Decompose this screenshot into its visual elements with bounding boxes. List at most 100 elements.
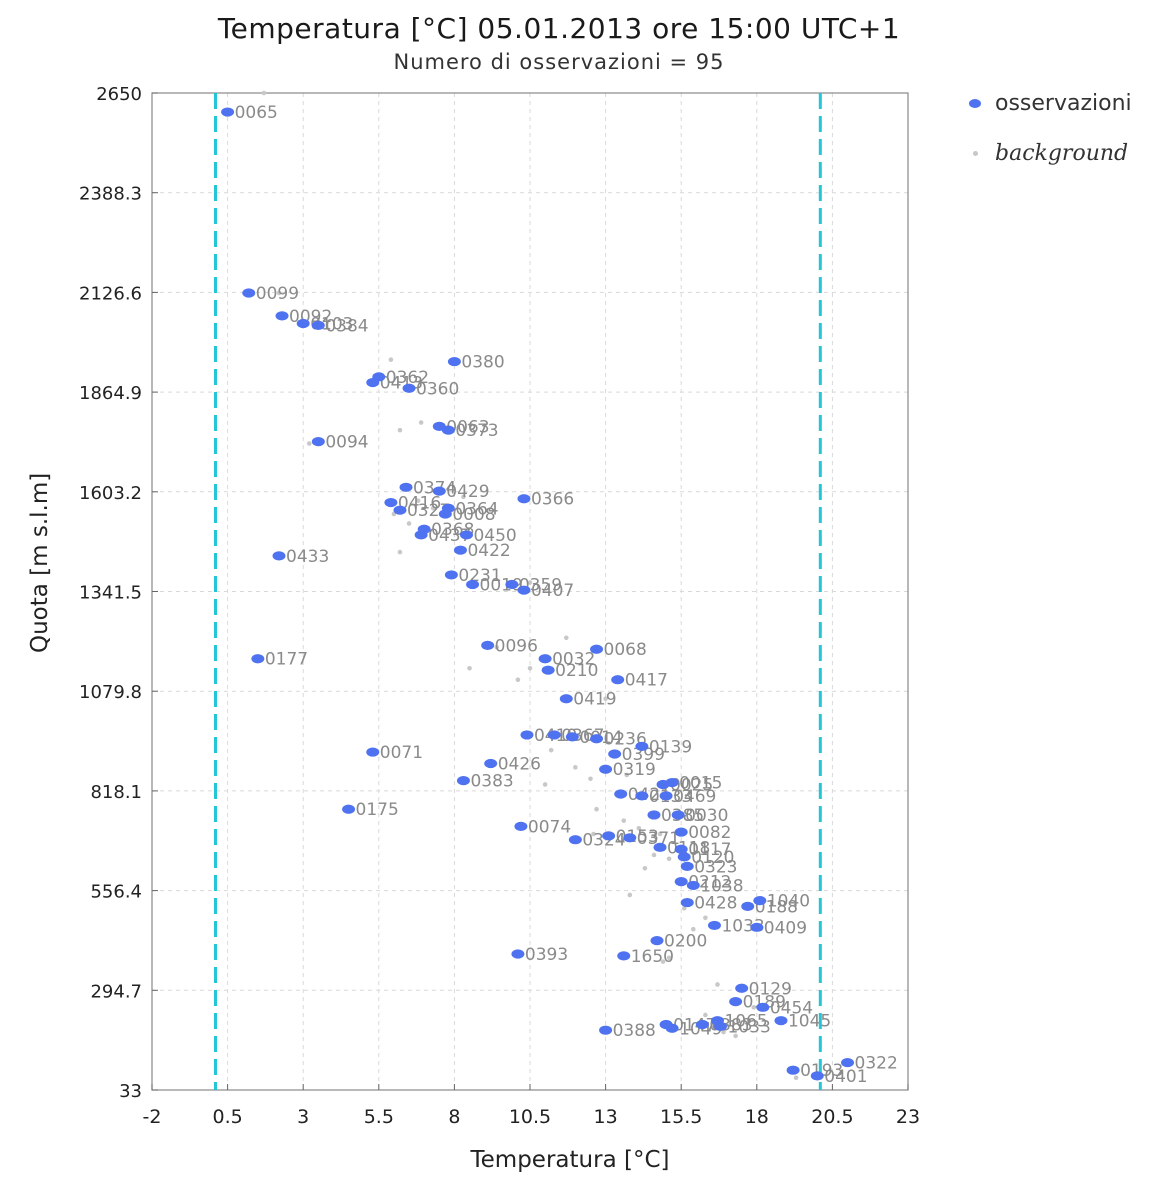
observation-point <box>686 880 700 891</box>
observation-point <box>741 901 755 911</box>
background-point <box>666 856 672 862</box>
point-label: 0200 <box>664 932 707 952</box>
point-label: 0416 <box>398 494 441 514</box>
background-point <box>548 747 554 753</box>
point-label: 1049 <box>679 1019 722 1039</box>
point-label: 0074 <box>528 817 571 837</box>
x-tick-label: 18 <box>745 1106 769 1128</box>
point-label: 0399 <box>622 745 665 765</box>
observation-point <box>665 1023 679 1033</box>
observation-point <box>714 1021 728 1031</box>
observation-point <box>695 1019 709 1030</box>
point-label: 0409 <box>764 918 807 938</box>
observation-point <box>366 377 380 388</box>
observation-point <box>272 551 286 561</box>
point-label: 0068 <box>604 640 647 660</box>
background-point <box>690 926 696 932</box>
point-label: 0319 <box>613 760 656 780</box>
point-label: 1065 <box>724 1012 767 1032</box>
legend-background-label: background <box>995 140 1129 166</box>
observation-point <box>505 579 519 590</box>
background-point <box>733 1033 738 1039</box>
observation-point <box>242 288 256 298</box>
observation-point <box>565 732 579 742</box>
x-tick-label: 0.5 <box>212 1106 242 1128</box>
background-point <box>430 505 436 511</box>
observation-point <box>599 764 613 774</box>
x-tick-label: 15.5 <box>660 1106 702 1128</box>
observation-point <box>538 654 552 664</box>
point-label: 0032 <box>552 650 595 670</box>
point-label: 0094 <box>325 433 368 453</box>
point-label: 0469 <box>673 787 716 807</box>
observation-point <box>547 730 561 740</box>
point-label: 0082 <box>688 823 731 843</box>
point-label: 0177 <box>265 650 308 670</box>
background-point <box>527 580 533 585</box>
y-tick-label: 1079.8 <box>79 682 142 703</box>
background-point <box>660 959 666 964</box>
background-point <box>793 1075 799 1081</box>
point-label: 0120 <box>691 848 734 868</box>
observation-point <box>520 730 534 740</box>
background-point <box>406 521 412 526</box>
observation-point <box>786 1065 800 1075</box>
background-point <box>594 806 599 812</box>
background-point <box>261 90 267 96</box>
x-tick-label: 20.5 <box>811 1106 853 1128</box>
observation-point <box>617 951 631 961</box>
point-label: 0426 <box>498 755 541 775</box>
observation-point <box>735 983 749 993</box>
background-point <box>515 677 521 682</box>
observation-point <box>590 734 604 744</box>
background-point <box>666 955 672 961</box>
background-point <box>715 982 720 987</box>
point-label: 0065 <box>235 103 278 123</box>
point-label: 0380 <box>461 353 504 373</box>
observation-point <box>753 896 767 906</box>
y-tick-label: 2388.3 <box>79 184 142 205</box>
observation-point <box>541 665 555 675</box>
observation-point <box>221 107 235 117</box>
observation-point <box>441 425 455 435</box>
background-point <box>397 549 403 555</box>
observation-point <box>756 1002 770 1012</box>
observation-point <box>438 509 452 519</box>
observation-point <box>671 810 685 820</box>
observation-point <box>459 530 473 540</box>
x-tick-label: 23 <box>896 1106 920 1128</box>
observation-point <box>647 810 661 820</box>
observation-point <box>650 936 664 946</box>
y-tick-label: 33 <box>119 1081 142 1102</box>
observation-point <box>680 861 694 871</box>
observation-point <box>517 585 531 595</box>
observation-point <box>635 741 649 751</box>
x-tick-label: 8 <box>448 1106 460 1128</box>
observation-point <box>623 833 637 843</box>
point-label: 0384 <box>325 316 368 336</box>
background-point <box>306 441 312 446</box>
observation-point <box>466 579 480 590</box>
observation-point <box>511 949 525 959</box>
observation-point <box>342 804 356 814</box>
background-point <box>603 696 608 702</box>
background-point <box>591 831 596 837</box>
point-label: 0096 <box>495 636 538 656</box>
legend-item-observations: osservazioni <box>955 78 1150 128</box>
background-point <box>751 1005 757 1010</box>
observation-point <box>841 1057 855 1068</box>
point-label: 0454 <box>770 998 813 1018</box>
background-point <box>621 818 627 823</box>
x-tick-label: 10.5 <box>509 1106 551 1128</box>
point-label: 0401 <box>824 1067 867 1087</box>
y-axis-label: Quota [m s.l.m] <box>27 472 53 653</box>
observation-point <box>414 530 428 540</box>
background-point <box>636 825 642 831</box>
background-point <box>542 782 548 787</box>
background-point <box>494 645 500 650</box>
point-label: 0117 <box>688 840 731 860</box>
legend-item-background: background <box>955 128 1150 178</box>
observation-point <box>674 844 688 854</box>
point-label: 0008 <box>452 505 495 525</box>
point-label: 0388 <box>613 1021 656 1041</box>
